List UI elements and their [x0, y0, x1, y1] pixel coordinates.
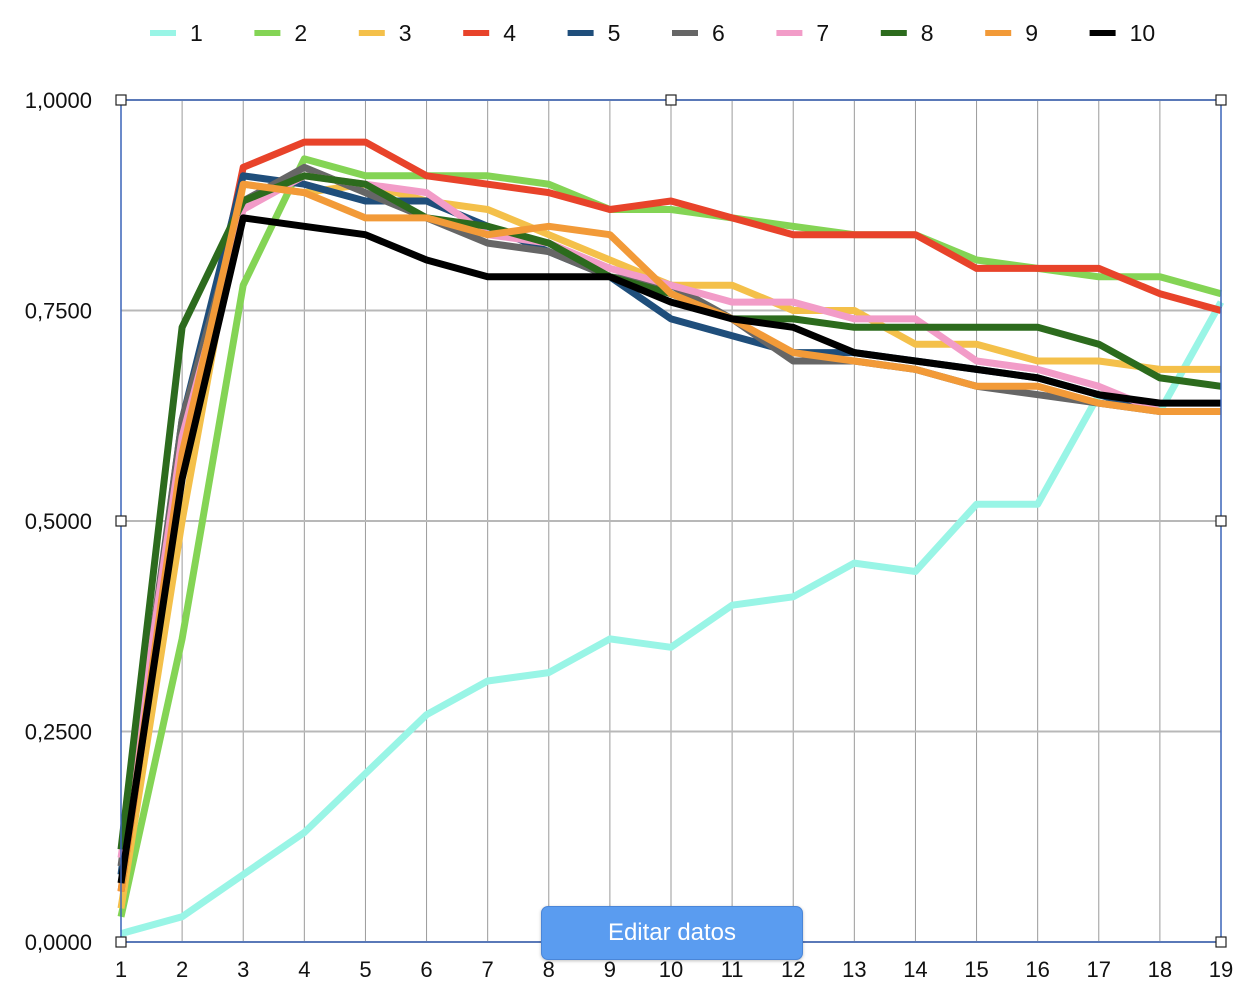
legend-label: 6	[712, 20, 725, 46]
x-tick-label: 11	[721, 957, 744, 982]
y-tick-label: 1,0000	[25, 88, 92, 113]
y-tick-label: 0,2500	[25, 720, 92, 745]
resize-handle[interactable]	[1215, 936, 1227, 948]
legend-item-2: 2	[254, 20, 307, 46]
series-line-9	[117, 180, 1221, 892]
series-line-4	[117, 138, 1222, 892]
resize-handle[interactable]	[115, 936, 127, 948]
x-tick-label: 13	[842, 957, 866, 982]
legend-label: 7	[816, 20, 829, 46]
legend-label: 5	[608, 20, 621, 46]
resize-handle[interactable]	[1215, 94, 1227, 106]
resize-handle[interactable]	[115, 515, 127, 527]
x-tick-label: 17	[1087, 957, 1111, 982]
y-tick-label: 0,7500	[25, 299, 92, 324]
legend-label: 1	[190, 20, 203, 46]
x-tick-label: 16	[1025, 957, 1049, 982]
legend-item-4: 4	[463, 20, 516, 46]
x-tick-label: 4	[298, 957, 310, 982]
legend-item-5: 5	[567, 20, 621, 46]
edit-data-button[interactable]: Editar datos	[541, 906, 803, 960]
x-tick-label: 14	[903, 957, 927, 982]
x-tick-label: 8	[543, 957, 555, 982]
y-tick-label: 0,5000	[25, 509, 92, 534]
y-tick-label: 0,0000	[25, 930, 92, 955]
legend-label: 9	[1025, 20, 1038, 46]
x-tick-label: 9	[604, 957, 616, 982]
x-tick-label: 5	[359, 957, 371, 982]
legend-item-8: 8	[880, 20, 934, 46]
series-line-1	[120, 300, 1225, 937]
x-tick-label: 2	[176, 957, 188, 982]
x-tick-label: 15	[964, 957, 988, 982]
chart-series	[117, 138, 1225, 937]
legend-label: 10	[1130, 20, 1156, 46]
resize-handle[interactable]	[1215, 515, 1227, 527]
legend-item-9: 9	[985, 20, 1038, 46]
resize-handle[interactable]	[115, 94, 127, 106]
legend-item-6: 6	[672, 20, 725, 46]
legend-label: 4	[503, 20, 516, 46]
x-tick-label: 19	[1209, 957, 1233, 982]
x-tick-label: 1	[115, 957, 127, 982]
series-line-10	[117, 214, 1221, 884]
x-tick-label: 10	[659, 957, 683, 982]
legend-item-1: 1	[150, 20, 203, 46]
x-tick-label: 7	[482, 957, 494, 982]
legend-label: 8	[921, 20, 934, 46]
legend-label: 3	[399, 20, 412, 46]
x-tick-label: 3	[237, 957, 249, 982]
chart-legend: 1 2 3 4 5 6 7 8 9 10	[150, 20, 1155, 46]
legend-item-7: 7	[776, 20, 829, 46]
legend-label: 2	[294, 20, 307, 46]
x-tick-label: 12	[781, 957, 805, 982]
resize-handle[interactable]	[665, 94, 677, 106]
legend-item-10: 10	[1089, 20, 1156, 46]
x-tick-label: 6	[420, 957, 432, 982]
x-tick-label: 18	[1148, 957, 1172, 982]
legend-item-3: 3	[358, 20, 412, 46]
chart-grid	[120, 99, 1222, 943]
